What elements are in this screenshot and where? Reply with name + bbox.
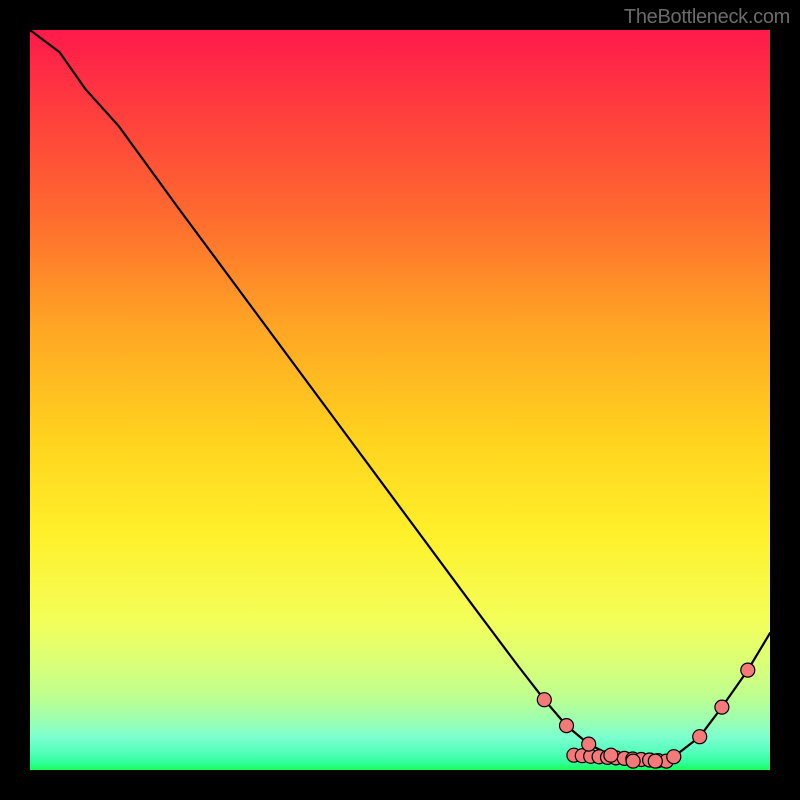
series-marker bbox=[626, 754, 640, 768]
series-marker bbox=[648, 754, 662, 768]
series-marker bbox=[560, 719, 574, 733]
plot-background bbox=[30, 30, 770, 770]
series-marker bbox=[741, 663, 755, 677]
series-marker bbox=[604, 748, 618, 762]
series-marker bbox=[715, 700, 729, 714]
series-marker bbox=[693, 730, 707, 744]
bottleneck-chart: TheBottleneck.com bbox=[0, 0, 800, 800]
series-marker bbox=[537, 693, 551, 707]
chart-canvas bbox=[0, 0, 800, 800]
series-marker bbox=[667, 750, 681, 764]
watermark-text: TheBottleneck.com bbox=[624, 6, 790, 29]
series-marker bbox=[582, 737, 596, 751]
